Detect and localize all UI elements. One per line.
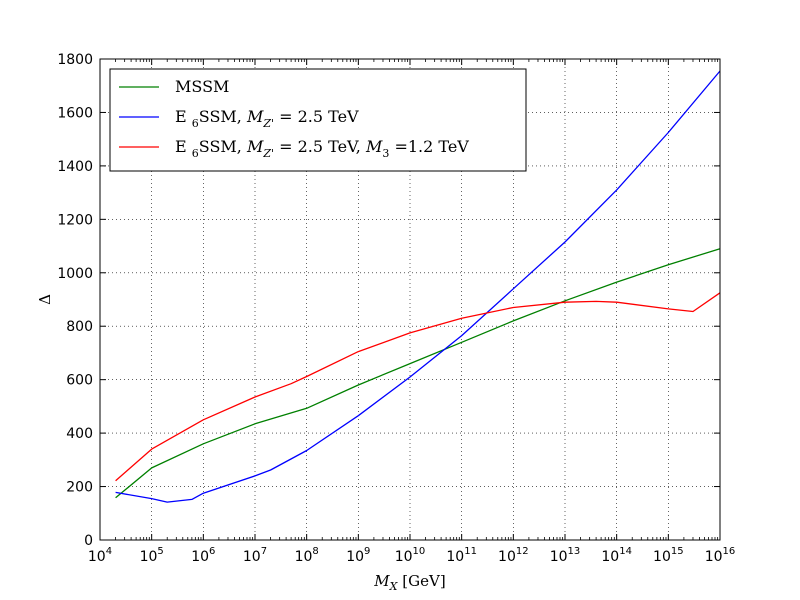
legend-box	[109, 68, 527, 172]
x-tick-base: 10	[446, 549, 464, 565]
x-tick-exp: 6	[209, 546, 215, 557]
x-tick-base: 10	[191, 549, 209, 565]
legend-text-part: M	[246, 137, 264, 156]
x-tick-label: 104	[88, 546, 112, 565]
legend-text-part: Z'	[262, 147, 274, 160]
legend-text-part: M	[246, 107, 264, 126]
legend-text-part: = 2.5 TeV	[274, 107, 359, 126]
x-tick-label: 109	[346, 546, 370, 565]
x-tick-exp: 15	[671, 546, 684, 557]
y-tick-label: 0	[84, 533, 93, 549]
y-tick-label: 600	[66, 373, 93, 389]
axis-ticks: 104 105 106 107 108 109 1010 1011 1012 1013 1014 10…	[57, 52, 735, 565]
legend-text-part: M	[365, 137, 383, 156]
legend-text-part: MSSM	[175, 77, 229, 96]
legend-text-part: E	[175, 107, 192, 126]
y-tick-label: 1400	[57, 159, 93, 175]
x-tick-label: 1015	[653, 546, 684, 565]
x-tick-label: 1010	[395, 546, 426, 565]
x-tick-label: 107	[243, 546, 267, 565]
y-tick-label: 1800	[57, 52, 93, 68]
x-tick-exp: 5	[157, 546, 163, 557]
x-tick-base: 10	[243, 549, 261, 565]
y-tick-label: 1200	[57, 212, 93, 228]
series-lines	[115, 70, 721, 503]
x-tick-exp: 11	[464, 546, 477, 557]
legend-text-part: 3	[382, 147, 389, 160]
y-axis-title: Δ	[36, 294, 54, 305]
x-tick-base: 10	[653, 549, 671, 565]
x-tick-label: 105	[140, 546, 164, 565]
series-line-1	[115, 248, 721, 499]
legend-entry-label: E 6SSM, MZ' = 2.5 TeV	[175, 107, 359, 130]
x-tick-exp: 14	[619, 546, 632, 557]
x-tick-label: 1014	[601, 546, 632, 565]
x-axis-sub: X	[389, 580, 399, 593]
x-tick-label: 1016	[705, 546, 736, 565]
x-tick-base: 10	[88, 549, 106, 565]
x-tick-base: 10	[295, 549, 313, 565]
x-tick-exp: 16	[723, 546, 736, 557]
legend-text-part: Z'	[262, 117, 274, 130]
legend-text-part: SSM,	[199, 107, 247, 126]
x-tick-exp: 12	[516, 546, 529, 557]
x-tick-label: 1013	[550, 546, 581, 565]
x-tick-label: 108	[295, 546, 319, 565]
x-tick-label: 1011	[446, 546, 477, 565]
legend-text-part: 6	[192, 147, 199, 160]
x-tick-base: 10	[550, 549, 568, 565]
series-line-3	[115, 292, 721, 482]
x-tick-base: 10	[346, 549, 364, 565]
legend-text-part: E	[175, 137, 192, 156]
x-tick-base: 10	[395, 549, 413, 565]
x-tick-exp: 8	[312, 546, 318, 557]
x-tick-exp: 10	[413, 546, 426, 557]
legend-text-part: =1.2 TeV	[389, 137, 469, 156]
series-line-2	[115, 70, 721, 503]
x-tick-label: 106	[191, 546, 215, 565]
x-tick-exp: 4	[106, 546, 112, 557]
legend-text-part: = 2.5 TeV,	[274, 137, 366, 156]
x-tick-exp: 9	[364, 546, 370, 557]
x-tick-label: 1012	[498, 546, 529, 565]
y-tick-label: 400	[66, 426, 93, 442]
legend-entry-label: E 6SSM, MZ' = 2.5 TeV, M3 =1.2 TeV	[175, 137, 469, 160]
y-tick-label: 1600	[57, 105, 93, 121]
y-tick-label: 200	[66, 480, 93, 496]
legend-text-part: 6	[192, 117, 199, 130]
y-tick-label: 800	[66, 319, 93, 335]
legend-entry-label: MSSM	[175, 77, 229, 96]
legend-text-part: SSM,	[199, 137, 247, 156]
x-axis-var: M	[373, 572, 390, 590]
x-axis-unit-label: [GeV]	[402, 572, 445, 590]
x-tick-base: 10	[498, 549, 516, 565]
x-tick-base: 10	[601, 549, 619, 565]
x-axis-title: MX [GeV]	[373, 572, 445, 593]
x-tick-base: 10	[140, 549, 158, 565]
x-tick-exp: 13	[568, 546, 581, 557]
y-tick-label: 1000	[57, 266, 93, 282]
x-tick-base: 10	[705, 549, 723, 565]
x-tick-exp: 7	[261, 546, 267, 557]
